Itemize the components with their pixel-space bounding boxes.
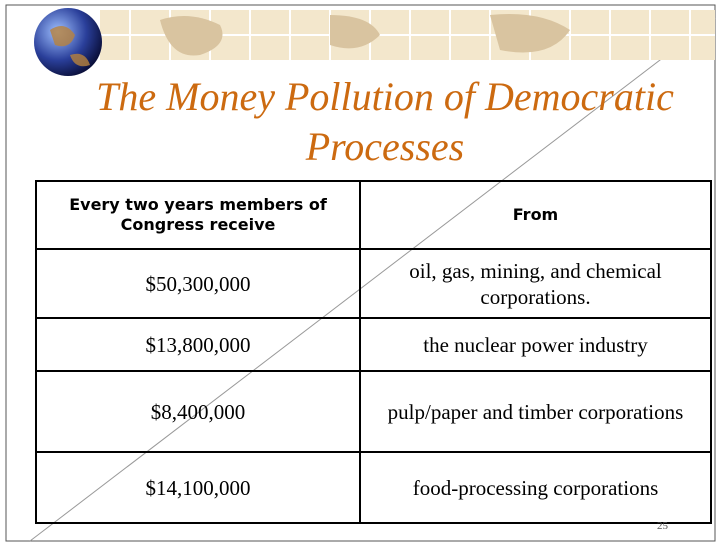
page-number: 25 (657, 520, 668, 532)
source: the nuclear power industry (359, 317, 712, 372)
row: $14,100,000 food-processing corporations (35, 451, 712, 524)
row: $50,300,000 oil, gas, mining, and chemic… (35, 248, 712, 319)
amount: $14,100,000 (35, 451, 361, 524)
source: oil, gas, mining, and chemical corporati… (359, 248, 712, 319)
slide-title: The Money Pollution of Democratic Proces… (96, 74, 674, 169)
amount: $13,800,000 (35, 317, 361, 372)
header-row: Every two years members of Congress rece… (35, 180, 712, 250)
source: food-processing corporations (359, 451, 712, 524)
header-cell: Every two years members of Congress rece… (35, 180, 361, 250)
source: pulp/paper and timber corporations (359, 370, 712, 453)
donations-table: Every two years members of Congress rece… (35, 180, 712, 524)
row: $8,400,000 pulp/paper and timber corpora… (35, 370, 712, 453)
amount: $50,300,000 (35, 248, 361, 319)
header-cell: From (359, 180, 712, 250)
row: $13,800,000 the nuclear power industry (35, 317, 712, 372)
amount: $8,400,000 (35, 370, 361, 453)
